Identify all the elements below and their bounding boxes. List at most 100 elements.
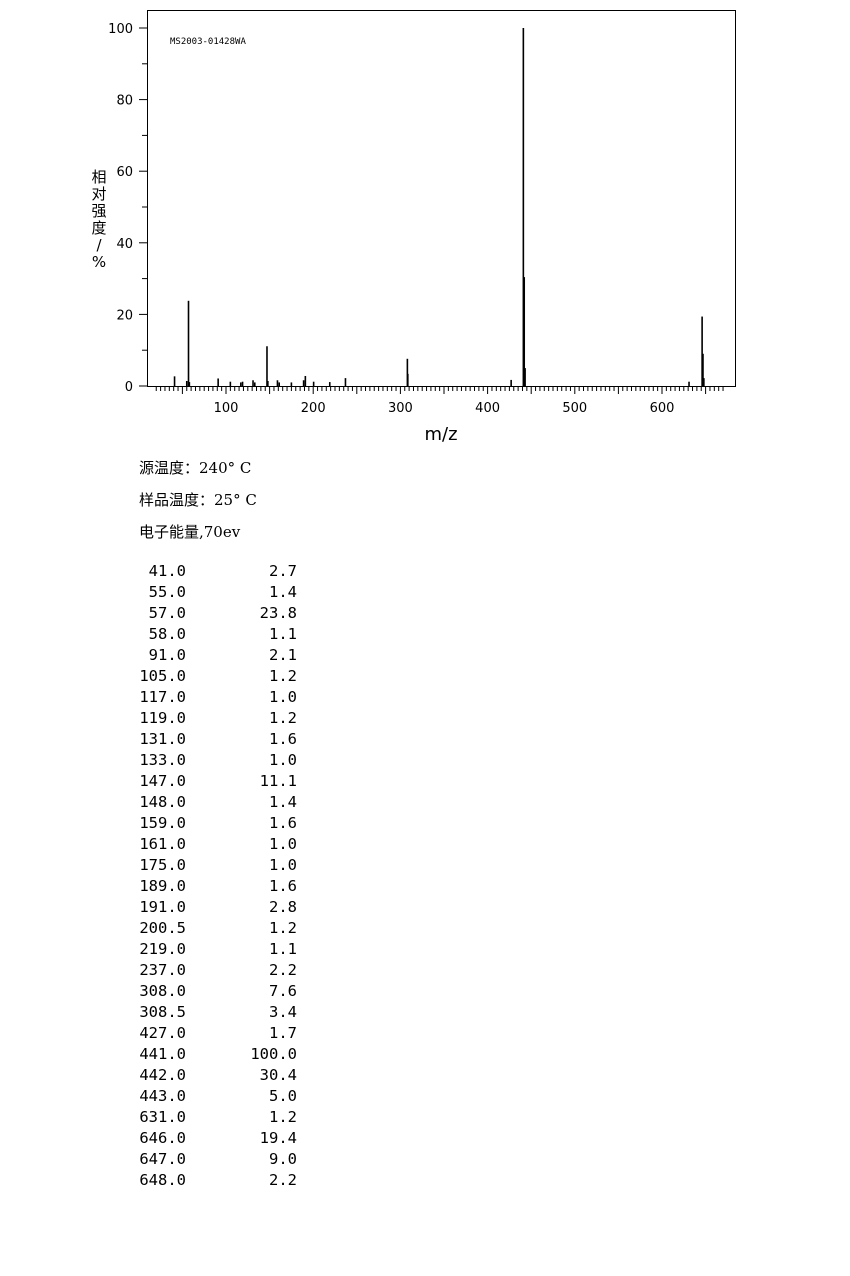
- y-axis-label-char: 相: [91, 168, 106, 186]
- peak-abundance: 3.4: [269, 1003, 297, 1021]
- peak-row: 442.0 30.4: [125, 1065, 297, 1086]
- x-axis-label: m/z: [424, 424, 457, 445]
- peak-row: 117.0 1.0: [125, 687, 297, 708]
- peak-row: 631.0 1.2: [125, 1107, 297, 1128]
- sample-id-annotation: MS2003-01428WA: [170, 37, 246, 47]
- x-tick-label: 300: [388, 401, 413, 416]
- y-tick-label: 0: [125, 380, 133, 395]
- peak-abundance: 30.4: [259, 1066, 297, 1084]
- peak-abundance: 1.2: [269, 1108, 297, 1126]
- plot-frame: [147, 10, 736, 387]
- y-tick-label: 60: [116, 165, 133, 180]
- y-axis-label-char: 对: [91, 185, 106, 203]
- peak-abundance: 2.2: [269, 961, 297, 979]
- y-tick-label: 40: [116, 237, 133, 252]
- peak-mz: 427.0: [139, 1024, 186, 1042]
- peak-mz: 442.0: [139, 1066, 186, 1084]
- y-axis-label-char: 度: [91, 219, 106, 237]
- peak-mz: 175.0: [139, 856, 186, 874]
- peak-abundance: 1.6: [269, 814, 297, 832]
- peak-row: 308.0 7.6: [125, 981, 297, 1002]
- peak-row: 159.0 1.6: [125, 813, 297, 834]
- x-tick-label: 500: [562, 401, 587, 416]
- peak-abundance: 1.0: [269, 835, 297, 853]
- peak-row: 41.0 2.7: [125, 561, 297, 582]
- peak-mz: 148.0: [139, 793, 186, 811]
- peak-mz: 191.0: [139, 898, 186, 916]
- peak-row: 648.0 2.2: [125, 1170, 297, 1191]
- peak-row: 646.0 19.4: [125, 1128, 297, 1149]
- peak-mz: 443.0: [139, 1087, 186, 1105]
- peak-mz: 58.0: [148, 625, 186, 643]
- peak-abundance: 1.1: [269, 940, 297, 958]
- peak-abundance: 100.0: [250, 1045, 297, 1063]
- peak-mz: 189.0: [139, 877, 186, 895]
- peak-mz: 131.0: [139, 730, 186, 748]
- peak-abundance: 19.4: [259, 1129, 297, 1147]
- peak-row: 647.0 9.0: [125, 1149, 297, 1170]
- y-axis-label-char: 强: [91, 202, 106, 220]
- peak-abundance: 2.7: [269, 562, 297, 580]
- peak-abundance: 7.6: [269, 982, 297, 1000]
- peak-mz: 648.0: [139, 1171, 186, 1189]
- peak-mz: 308.5: [139, 1003, 186, 1021]
- peak-row: 57.0 23.8: [125, 603, 297, 624]
- peak-mz: 105.0: [139, 667, 186, 685]
- peak-row: 427.0 1.7: [125, 1023, 297, 1044]
- peak-row: 55.0 1.4: [125, 582, 297, 603]
- peak-abundance: 1.6: [269, 730, 297, 748]
- peak-mz: 161.0: [139, 835, 186, 853]
- peak-abundance: 5.0: [269, 1087, 297, 1105]
- spectrum-peaks: [173, 28, 705, 386]
- x-tick-label: 600: [650, 401, 675, 416]
- peak-row: 308.5 3.4: [125, 1002, 297, 1023]
- peak-mz: 200.5: [139, 919, 186, 937]
- peak-row: 119.0 1.2: [125, 708, 297, 729]
- peak-abundance: 2.1: [269, 646, 297, 664]
- peak-row: 189.0 1.6: [125, 876, 297, 897]
- peak-row: 441.0 100.0: [125, 1044, 297, 1065]
- peak-row: 443.0 5.0: [125, 1086, 297, 1107]
- peak-row: 175.0 1.0: [125, 855, 297, 876]
- y-axis-label: 相对强度/%: [91, 168, 106, 271]
- peak-mz: 91.0: [148, 646, 186, 664]
- x-tick-label: 200: [301, 401, 326, 416]
- peak-row: 161.0 1.0: [125, 834, 297, 855]
- y-axis-label-line-1: 相对强度/%: [91, 168, 106, 271]
- y-tick-label: 80: [116, 94, 133, 109]
- peak-row: 200.5 1.2: [125, 918, 297, 939]
- peak-abundance: 1.0: [269, 856, 297, 874]
- y-tick-label: 100: [108, 22, 133, 37]
- peak-abundance: 23.8: [259, 604, 297, 622]
- peak-mz: 133.0: [139, 751, 186, 769]
- peak-abundance: 2.8: [269, 898, 297, 916]
- peak-mz: 41.0: [148, 562, 186, 580]
- peak-row: 237.0 2.2: [125, 960, 297, 981]
- mass-spectrum-chart: MS2003-01428WA 相对强度/% m/z 0 20 40 60 80 100 1…: [91, 10, 736, 445]
- x-tick-label: 100: [214, 401, 239, 416]
- peak-abundance: 2.2: [269, 1171, 297, 1189]
- peak-abundance: 11.1: [259, 772, 297, 790]
- peak-row: 91.0 2.1: [125, 645, 297, 666]
- peak-row: 58.0 1.1: [125, 624, 297, 645]
- electron-energy: 电子能量,70ev: [139, 523, 241, 541]
- peak-mz: 117.0: [139, 688, 186, 706]
- y-axis: 0 20 40 60 80 100: [108, 22, 148, 395]
- peak-row: 219.0 1.1: [125, 939, 297, 960]
- x-tick-label: 400: [475, 401, 500, 416]
- y-axis-label-char: %: [92, 253, 106, 271]
- peak-mz: 159.0: [139, 814, 186, 832]
- peak-abundance: 1.1: [269, 625, 297, 643]
- peak-row: 147.0 11.1: [125, 771, 297, 792]
- peak-abundance: 1.4: [269, 583, 297, 601]
- x-axis: 100 200 300 400 500 600: [155, 386, 724, 416]
- y-tick-label: 20: [116, 308, 133, 323]
- peak-mz: 147.0: [139, 772, 186, 790]
- peak-table: 41.0 2.7 55.0 1.4 57.0 23.8 58.0 1.1 91.0 2.1 105.…: [125, 561, 297, 1191]
- peak-abundance: 1.0: [269, 751, 297, 769]
- peak-row: 191.0 2.8: [125, 897, 297, 918]
- peak-row: 148.0 1.4: [125, 792, 297, 813]
- sample-temperature: 样品温度：25° C: [139, 491, 257, 509]
- peak-mz: 219.0: [139, 940, 186, 958]
- peak-mz: 646.0: [139, 1129, 186, 1147]
